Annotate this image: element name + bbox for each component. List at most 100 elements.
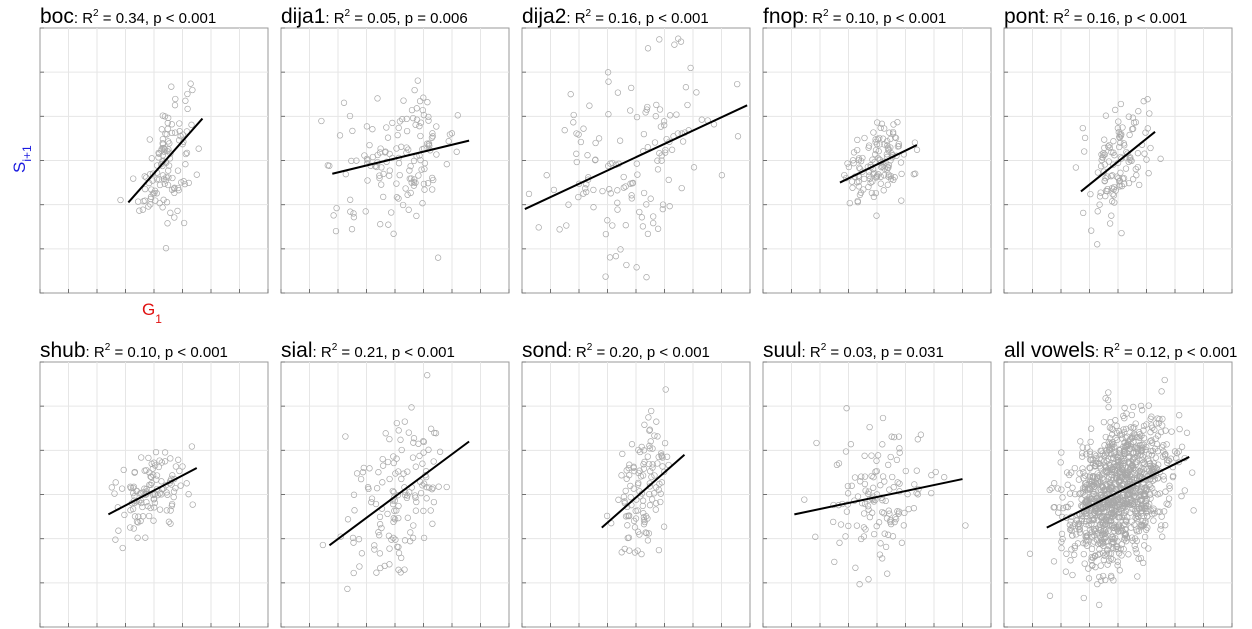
scatter-point: [1121, 500, 1128, 507]
scatter-point: [856, 164, 863, 171]
scatter-point: [857, 189, 865, 196]
scatter-point: [400, 470, 407, 477]
scatter-point: [831, 558, 838, 566]
scatter-point: [1026, 550, 1034, 557]
scatter-point: [1147, 438, 1154, 445]
scatter-point: [162, 245, 170, 252]
scatter-point: [1123, 468, 1130, 475]
scatter-point: [185, 179, 192, 187]
scatter-point: [650, 213, 657, 220]
scatter-point: [1135, 469, 1142, 476]
scatter-point: [550, 186, 558, 194]
scatter-point: [175, 456, 182, 463]
scatter-point: [1095, 551, 1102, 559]
scatter-point: [1104, 561, 1111, 568]
scatter-point: [1071, 542, 1079, 550]
scatter-point: [411, 492, 419, 499]
scatter-point: [575, 180, 583, 187]
scatter-point: [1117, 169, 1124, 176]
scatter-point: [886, 129, 893, 136]
x-axis-label-main: G: [142, 300, 155, 319]
scatter-point: [891, 174, 898, 181]
scatter-point: [430, 498, 438, 506]
scatter-point: [1081, 498, 1089, 506]
scatter-point: [391, 516, 399, 523]
scatter-point: [1108, 483, 1115, 490]
scatter-point: [1108, 574, 1115, 581]
scatter-point: [1119, 124, 1126, 131]
scatter-point: [130, 175, 137, 182]
scatter-point: [1120, 140, 1128, 147]
scatter-point: [1085, 565, 1092, 572]
scatter-point: [639, 502, 646, 510]
scatter-point: [428, 486, 436, 493]
scatter-point: [646, 427, 653, 434]
scatter-point: [384, 134, 392, 141]
scatter-point: [873, 173, 881, 181]
scatter-point: [690, 164, 698, 171]
scatter-point: [145, 512, 153, 520]
scatter-point: [1144, 524, 1151, 531]
scatter-point: [856, 581, 863, 588]
scatter-point: [432, 430, 440, 437]
scatter-point: [406, 175, 413, 182]
scatter-point: [620, 184, 627, 191]
scatter-point: [111, 490, 118, 497]
scatter-point: [1094, 474, 1101, 481]
scatter-point: [848, 482, 855, 489]
scatter-point: [172, 129, 179, 136]
scatter-point: [1088, 554, 1095, 561]
scatter-point: [391, 494, 398, 501]
scatter-point: [160, 175, 167, 183]
scatter-point: [147, 481, 154, 489]
scatter-point: [395, 427, 402, 434]
scatter-point: [170, 488, 178, 495]
scatter-point: [138, 499, 145, 507]
scatter-point: [878, 120, 886, 127]
scatter-point: [1090, 516, 1098, 524]
scatter-point: [1083, 542, 1091, 549]
scatter-point: [1087, 486, 1094, 493]
scatter-point: [884, 531, 892, 538]
scatter-point: [394, 131, 401, 139]
scatter-point: [846, 199, 853, 207]
scatter-point: [344, 585, 351, 593]
scatter-point: [885, 173, 892, 180]
scatter-point: [656, 150, 663, 157]
scatter-point: [1096, 201, 1103, 208]
scatter-point: [631, 524, 639, 531]
scatter-point: [873, 457, 880, 464]
scatter-point: [660, 118, 668, 125]
scatter-point: [1134, 498, 1142, 505]
scatter-point: [385, 221, 392, 228]
scatter-point: [115, 527, 122, 534]
scatter-point: [434, 254, 442, 261]
panel-stat-prefix: : R: [74, 10, 93, 27]
scatter-point: [139, 206, 147, 213]
panel-fnop: fnop: R2 = 0.10, p < 0.001: [762, 5, 992, 294]
scatter-point: [174, 207, 181, 215]
scatter-point: [350, 210, 357, 217]
scatter-point: [1106, 479, 1113, 487]
scatter-point: [1144, 96, 1151, 103]
scatter-point: [1120, 509, 1128, 517]
scatter-point: [1165, 495, 1173, 502]
regression-line: [107, 467, 198, 516]
scatter-point: [159, 204, 166, 211]
scatter-point: [653, 101, 660, 109]
scatter-point: [577, 138, 585, 146]
scatter-point: [857, 478, 864, 485]
scatter-point: [1103, 526, 1110, 533]
scatter-point: [379, 479, 386, 486]
scatter-point: [877, 482, 884, 489]
scatter-point: [645, 414, 652, 421]
scatter-point: [386, 167, 393, 174]
panel-stat-sup: 2: [587, 342, 593, 353]
scatter-point: [1171, 448, 1179, 455]
scatter-point: [887, 520, 895, 528]
scatter-point: [861, 473, 869, 480]
scatter-point: [962, 522, 969, 529]
scatter-point: [1106, 220, 1114, 227]
scatter-points: [1072, 96, 1164, 248]
scatter-point: [618, 549, 625, 556]
